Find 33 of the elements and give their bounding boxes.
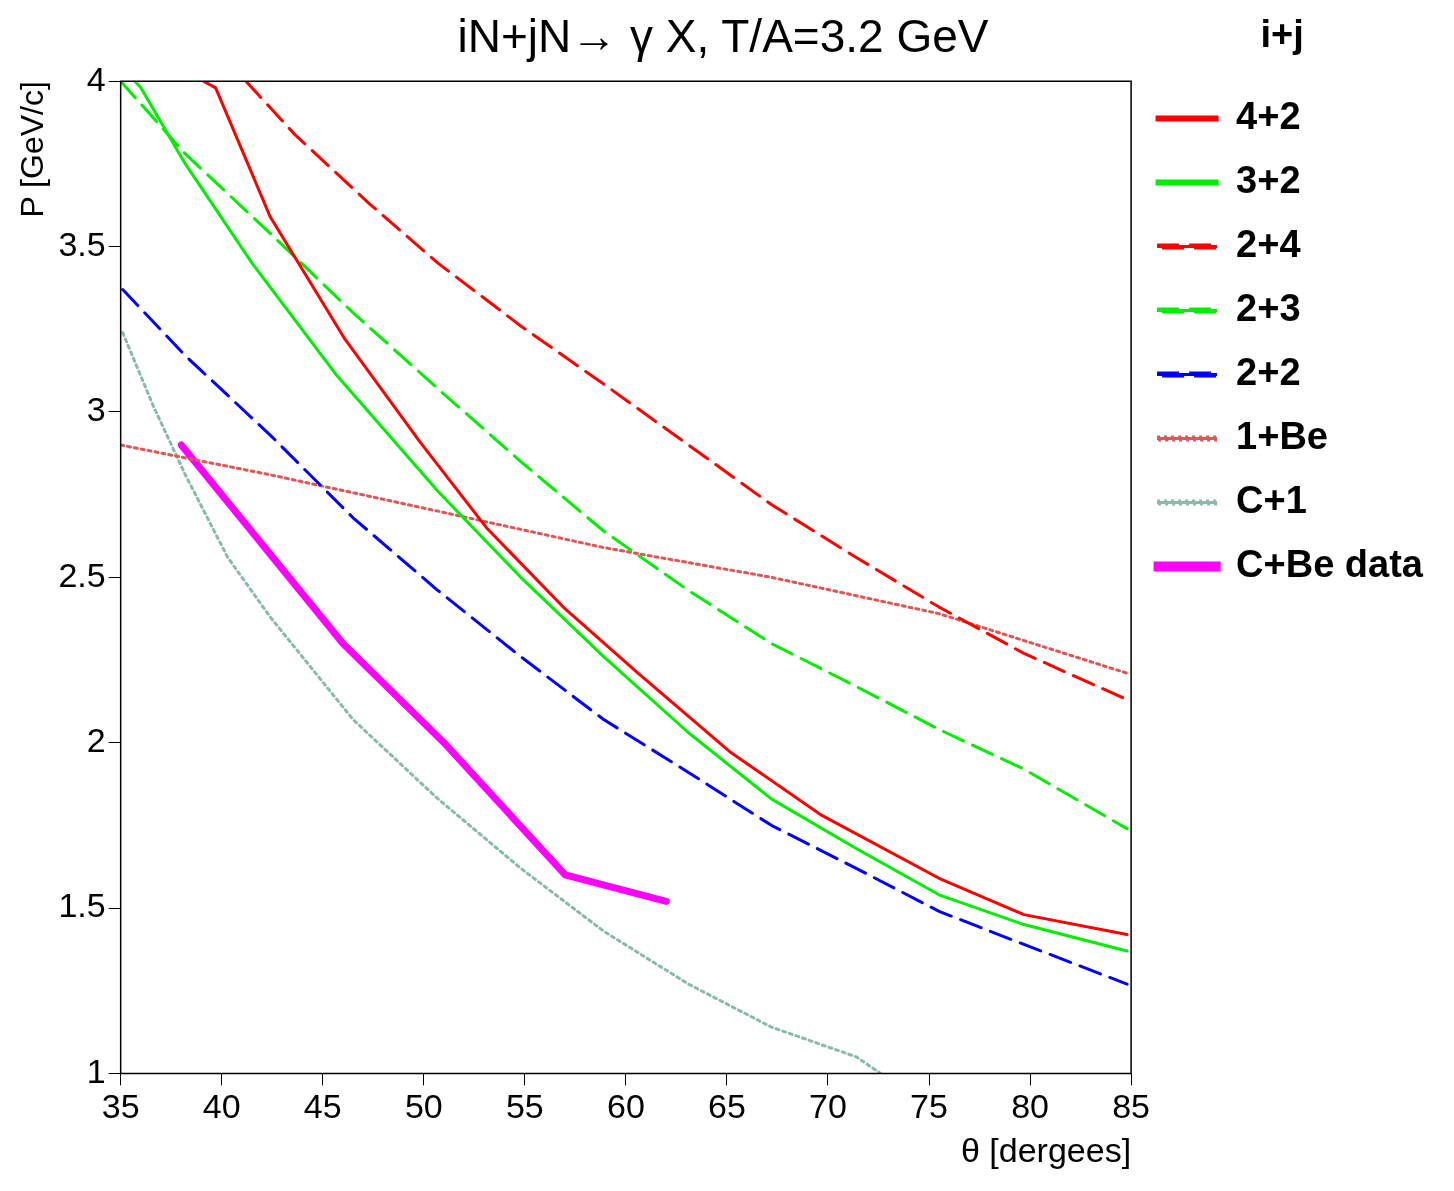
y-tick-label: 3 (86, 390, 106, 429)
x-tick-label: 65 (708, 1087, 746, 1126)
x-tick-label: 55 (505, 1087, 544, 1126)
chart-title: iN+jN→ γ X, T/A=3.2 GeV (457, 10, 989, 63)
x-tick-label: 85 (1112, 1087, 1151, 1126)
line-series (121, 288, 1129, 986)
x-tick-label: 80 (1011, 1087, 1049, 1126)
y-axis-title: P [GeV/c] (14, 81, 51, 218)
legend-label: 2+3 (1236, 287, 1301, 330)
x-tick-label: 45 (303, 1087, 342, 1126)
y-tick-label: 4 (86, 59, 106, 98)
legend-label: 1+Be (1236, 415, 1328, 458)
legend-label: C+1 (1236, 479, 1307, 522)
y-tick-label: 3.5 (58, 224, 106, 263)
line-series (121, 331, 883, 1074)
legend-label: 4+2 (1236, 95, 1301, 138)
x-tick-label: 35 (101, 1087, 140, 1126)
x-tick-label: 75 (910, 1087, 948, 1126)
y-tick-label: 2 (86, 721, 106, 760)
legend-title: i+j (1260, 13, 1304, 56)
x-tick-label: 60 (606, 1087, 645, 1126)
x-tick-label: 70 (809, 1087, 847, 1126)
y-tick-label: 1.5 (58, 886, 106, 925)
legend-label: 2+2 (1236, 351, 1301, 394)
x-tick-label: 40 (202, 1087, 241, 1126)
line-series (120, 443, 1129, 675)
x-tick-label: 50 (404, 1087, 443, 1126)
x-axis-title: θ [dergees] (960, 1130, 1132, 1169)
legend-label: 3+2 (1236, 159, 1301, 202)
legend-label: 2+4 (1236, 223, 1301, 266)
y-tick-label: 1 (86, 1051, 106, 1090)
y-tick-label: 2.5 (58, 555, 106, 594)
legend-label: C+Be data (1236, 543, 1424, 586)
